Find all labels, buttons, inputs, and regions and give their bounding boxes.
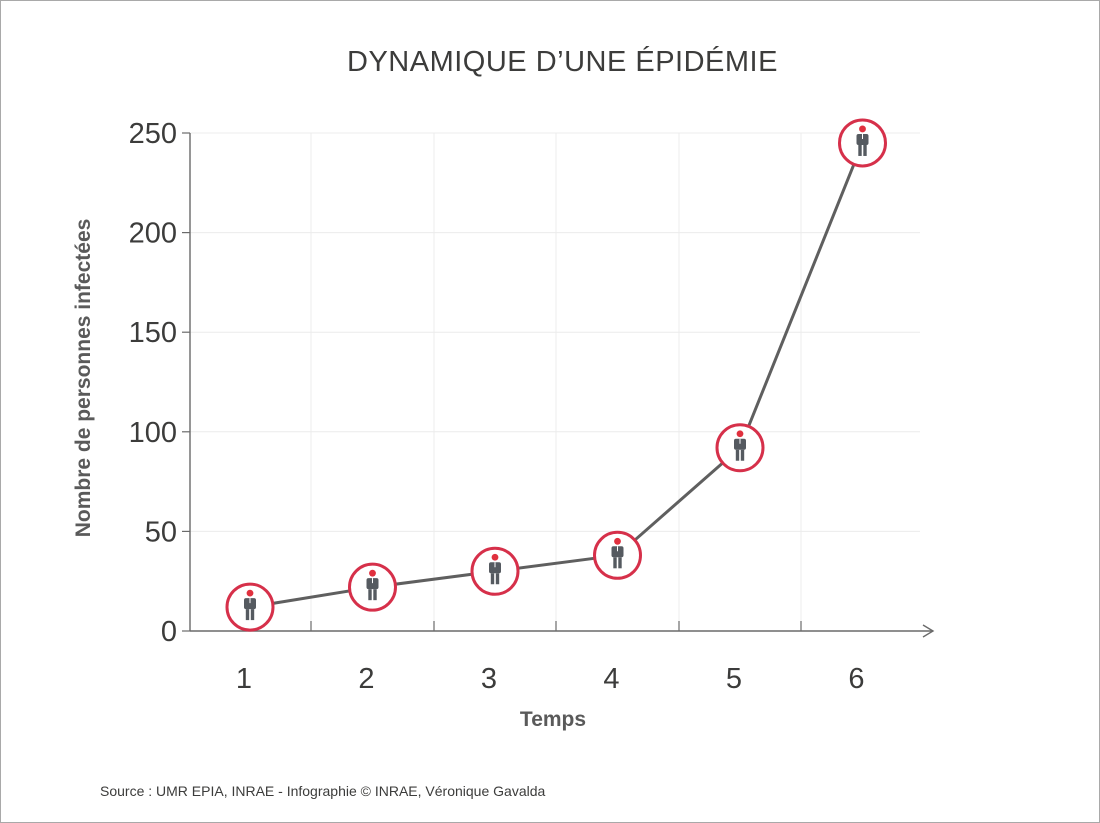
x-tick-label: 2 <box>358 663 374 695</box>
x-tick-label: 3 <box>481 663 497 695</box>
y-tick-label: 50 <box>145 516 177 548</box>
y-axis-ticks: 0 50 100 150 200 250 <box>129 118 177 648</box>
data-point <box>225 582 275 632</box>
x-tick-label: 5 <box>726 663 742 695</box>
y-tick-label: 250 <box>129 118 177 150</box>
y-tick-label: 0 <box>161 616 177 648</box>
data-point <box>838 118 887 168</box>
person-icon <box>734 430 746 461</box>
person-icon <box>611 537 624 569</box>
person-icon <box>244 589 256 621</box>
source-credit: Source : UMR EPIA, INRAE - Infographie ©… <box>100 783 546 799</box>
x-axis-label: Temps <box>520 708 586 731</box>
y-tick-label: 200 <box>129 218 177 250</box>
x-tick-label: 6 <box>848 663 864 695</box>
axes <box>182 132 935 638</box>
chart-title: DYNAMIQUE D’UNE ÉPIDÉMIE <box>347 46 778 78</box>
person-icon <box>366 569 379 601</box>
x-axis-ticks: 1 2 3 4 5 6 <box>236 663 865 695</box>
data-markers <box>225 118 887 632</box>
data-point <box>348 562 397 612</box>
x-axis-arrow <box>922 624 935 638</box>
y-tick-label: 150 <box>129 317 177 349</box>
grid-lines <box>190 132 920 631</box>
data-point <box>593 530 642 580</box>
y-tick-label: 100 <box>129 417 177 449</box>
data-point <box>470 546 520 596</box>
person-icon <box>856 125 869 156</box>
data-point <box>715 423 765 473</box>
person-icon <box>489 553 501 585</box>
x-tick-label: 1 <box>236 663 252 695</box>
x-tick-label: 4 <box>603 663 619 695</box>
y-axis-label: Nombre de personnes infectées <box>72 219 95 538</box>
